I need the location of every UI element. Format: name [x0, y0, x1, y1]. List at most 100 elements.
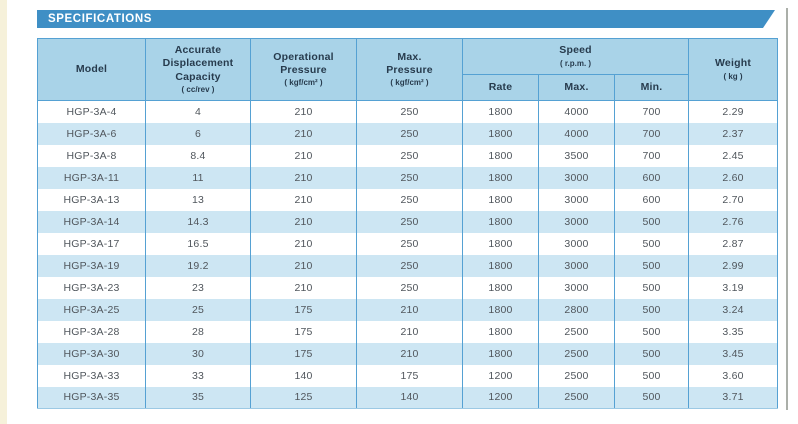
cell-capacity: 4 [145, 100, 251, 123]
cell-speed_rate: 1800 [462, 276, 539, 299]
cell-max_pressure: 210 [356, 298, 463, 321]
cell-capacity: 6 [145, 122, 251, 145]
cell-capacity: 30 [145, 342, 251, 365]
cell-weight: 2.76 [688, 210, 779, 233]
column-header-weight: Weight( kg ) [688, 38, 779, 101]
table-row: HGP-3A-19 19.2 210 250 1800 3000 500 2.99 [37, 254, 779, 277]
cell-max_pressure: 140 [356, 386, 463, 409]
cell-speed_rate: 1800 [462, 188, 539, 211]
column-header-operational-pressure-label: Operational Pressure [273, 50, 334, 76]
cell-speed_max: 2500 [538, 342, 615, 365]
cell-max_pressure: 250 [356, 144, 463, 167]
cell-speed_min: 500 [613, 298, 690, 321]
cell-op_pressure: 210 [250, 188, 357, 211]
cell-speed_min: 500 [613, 232, 690, 255]
cell-max_pressure: 250 [356, 210, 463, 233]
table-row: HGP-3A-14 14.3 210 250 1800 3000 500 2.76 [37, 210, 779, 233]
cell-weight: 3.19 [688, 276, 779, 299]
column-header-weight-unit: ( kg ) [723, 71, 743, 81]
cell-speed_rate: 1800 [462, 342, 539, 365]
cell-capacity: 13 [145, 188, 251, 211]
cell-weight: 2.29 [688, 100, 779, 123]
cell-capacity: 8.4 [145, 144, 251, 167]
table-row: HGP-3A-6 6 210 250 1800 4000 700 2.37 [37, 122, 779, 145]
page-edge-right-rule [786, 8, 788, 410]
cell-speed_min: 500 [613, 386, 690, 409]
cell-op_pressure: 210 [250, 144, 357, 167]
cell-op_pressure: 175 [250, 342, 357, 365]
cell-model: HGP-3A-33 [37, 364, 146, 387]
cell-weight: 2.70 [688, 188, 779, 211]
column-header-speed-group: Speed( r.p.m. ) [461, 38, 690, 75]
table-row: HGP-3A-13 13 210 250 1800 3000 600 2.70 [37, 188, 779, 211]
specifications-table: Model Accurate Displacement Capacity( cc… [37, 38, 779, 409]
cell-speed_min: 500 [613, 320, 690, 343]
cell-weight: 2.45 [688, 144, 779, 167]
column-header-max-pressure-unit: ( kgf/cm² ) [390, 78, 429, 88]
cell-capacity: 14.3 [145, 210, 251, 233]
cell-model: HGP-3A-28 [37, 320, 146, 343]
cell-max_pressure: 250 [356, 166, 463, 189]
column-header-capacity-unit: ( cc/rev ) [181, 84, 215, 94]
cell-capacity: 23 [145, 276, 251, 299]
cell-speed_min: 500 [613, 364, 690, 387]
column-header-operational-pressure: Operational Pressure ( kgf/cm² ) [250, 38, 357, 101]
cell-speed_max: 2800 [538, 298, 615, 321]
cell-speed_max: 3500 [538, 144, 615, 167]
cell-speed_rate: 1800 [462, 122, 539, 145]
cell-max_pressure: 250 [356, 100, 463, 123]
table-row: HGP-3A-8 8.4 210 250 1800 3500 700 2.45 [37, 144, 779, 167]
cell-speed_max: 2500 [538, 364, 615, 387]
column-header-model: Model [37, 38, 146, 101]
table-row: HGP-3A-25 25 175 210 1800 2800 500 3.24 [37, 298, 779, 321]
cell-capacity: 28 [145, 320, 251, 343]
cell-speed_rate: 1800 [462, 100, 539, 123]
cell-weight: 3.71 [688, 386, 779, 409]
cell-speed_max: 3000 [538, 254, 615, 277]
cell-speed_min: 500 [613, 210, 690, 233]
cell-capacity: 19.2 [145, 254, 251, 277]
cell-speed_rate: 1800 [462, 320, 539, 343]
cell-speed_min: 700 [613, 100, 690, 123]
cell-capacity: 35 [145, 386, 251, 409]
cell-op_pressure: 210 [250, 100, 357, 123]
cell-speed_max: 4000 [538, 122, 615, 145]
cell-weight: 3.24 [688, 298, 779, 321]
cell-speed_max: 2500 [538, 320, 615, 343]
cell-capacity: 25 [145, 298, 251, 321]
cell-model: HGP-3A-14 [37, 210, 146, 233]
cell-speed_min: 600 [613, 166, 690, 189]
column-header-max-pressure: Max. Pressure ( kgf/cm² ) [356, 38, 463, 101]
table-row: HGP-3A-11 11 210 250 1800 3000 600 2.60 [37, 166, 779, 189]
page-edge-left-strip [0, 0, 7, 424]
cell-model: HGP-3A-6 [37, 122, 146, 145]
cell-speed_min: 600 [613, 188, 690, 211]
column-header-speed-rate: Rate [462, 74, 539, 101]
cell-speed_max: 3000 [538, 188, 615, 211]
cell-weight: 3.45 [688, 342, 779, 365]
cell-model: HGP-3A-17 [37, 232, 146, 255]
cell-model: HGP-3A-23 [37, 276, 146, 299]
cell-max_pressure: 210 [356, 320, 463, 343]
spec-table-header: Model Accurate Displacement Capacity( cc… [37, 38, 779, 101]
cell-weight: 2.87 [688, 232, 779, 255]
cell-model: HGP-3A-19 [37, 254, 146, 277]
page-title: SPECIFICATIONS [48, 13, 153, 25]
cell-max_pressure: 250 [356, 232, 463, 255]
column-header-weight-label: Weight [715, 57, 752, 70]
table-row: HGP-3A-33 33 140 175 1200 2500 500 3.60 [37, 364, 779, 387]
cell-op_pressure: 210 [250, 122, 357, 145]
table-row: HGP-3A-17 16.5 210 250 1800 3000 500 2.87 [37, 232, 779, 255]
cell-model: HGP-3A-11 [37, 166, 146, 189]
cell-capacity: 11 [145, 166, 251, 189]
cell-model: HGP-3A-35 [37, 386, 146, 409]
cell-model: HGP-3A-8 [37, 144, 146, 167]
column-header-operational-pressure-unit: ( kgf/cm² ) [284, 78, 323, 88]
cell-model: HGP-3A-13 [37, 188, 146, 211]
column-header-max-pressure-label: Max. Pressure [386, 50, 433, 76]
table-row: HGP-3A-23 23 210 250 1800 3000 500 3.19 [37, 276, 779, 299]
cell-speed_rate: 1800 [462, 144, 539, 167]
cell-speed_rate: 1800 [462, 210, 539, 233]
cell-speed_max: 3000 [538, 166, 615, 189]
cell-model: HGP-3A-25 [37, 298, 146, 321]
